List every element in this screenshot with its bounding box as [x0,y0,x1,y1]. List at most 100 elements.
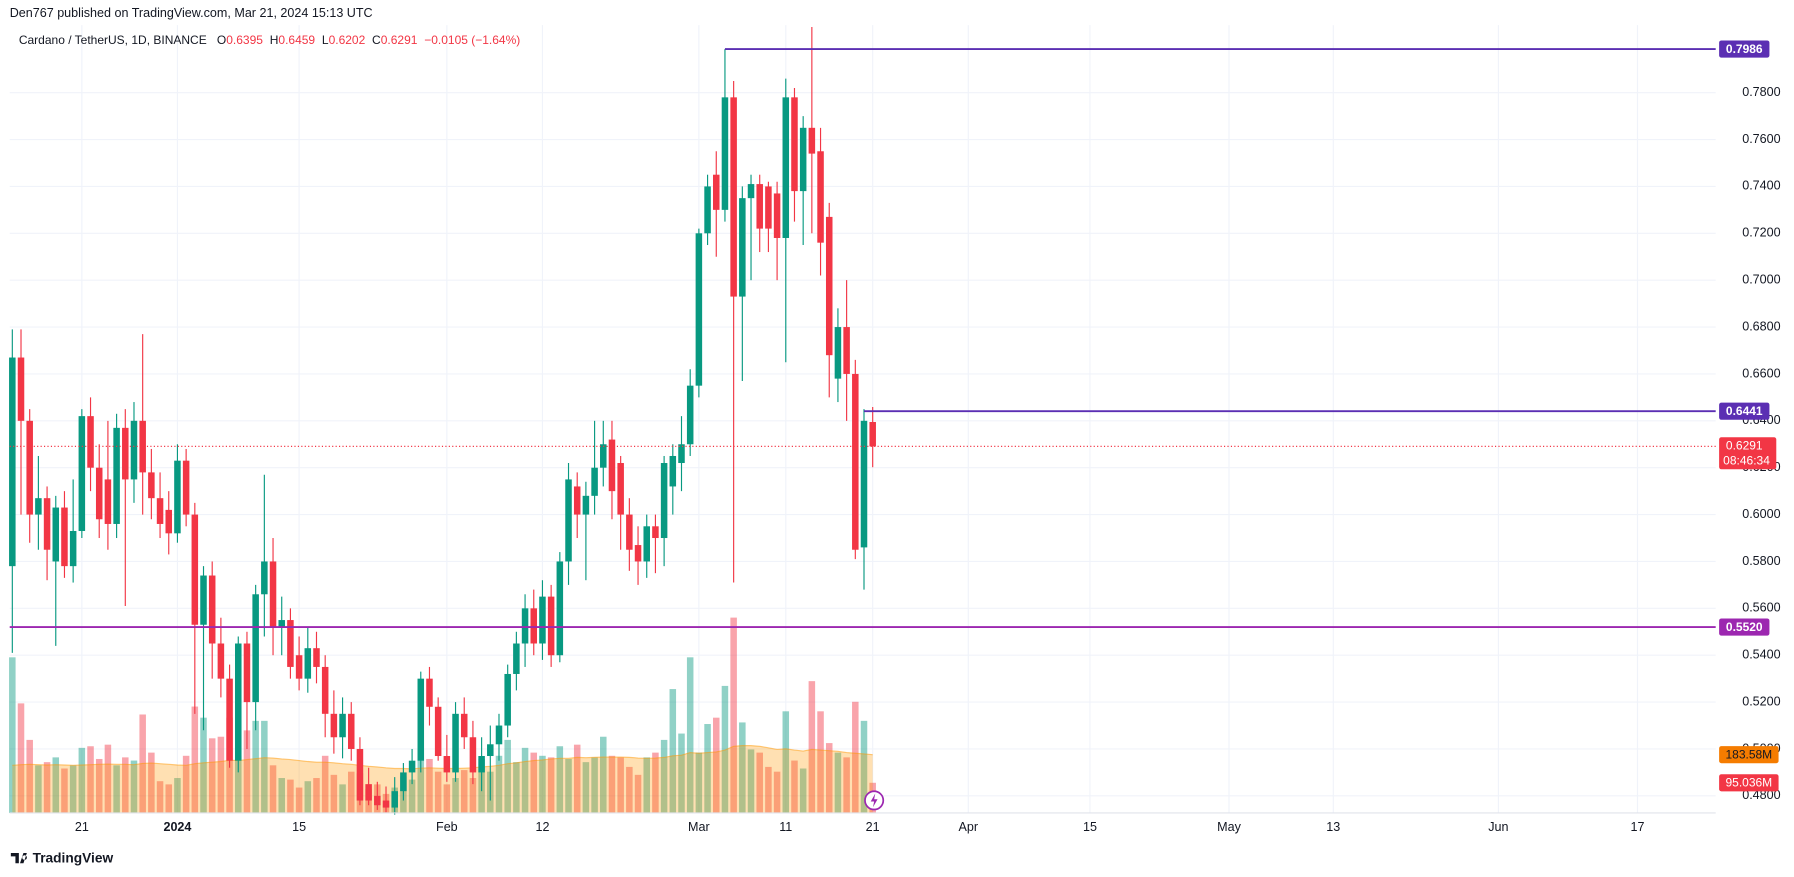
candle-body [825,216,833,356]
y-tick-label: 0.7200 [1742,226,1780,240]
candle-body [61,507,68,567]
candle-body [43,498,51,550]
volume-bar [834,752,842,813]
plot [9,27,1716,815]
volume-bar [739,722,746,813]
volume-bar [304,781,312,813]
candle-body [652,526,659,539]
volume-bar [17,703,25,813]
candle-body [139,420,146,473]
volume-bar [825,743,833,813]
volume-bar [156,781,164,813]
volume-bar [104,744,112,813]
candle-body [113,427,120,524]
volume-bar [556,746,564,813]
candle-body [95,467,103,520]
volume-bar [434,771,442,813]
legend-change: −0.0105 (−1.64%) [424,33,520,47]
candle-body [382,800,390,808]
volume-bar [860,720,868,813]
candle-body [87,416,94,468]
publisher-note: Den767 published on TradingView.com, Mar… [10,6,373,20]
volume-bar [791,760,798,813]
volume-bar [313,778,320,813]
volume-bar [295,787,303,813]
volume-bar [287,779,294,813]
volume-bar [600,736,607,813]
candle-body [165,509,173,534]
y-tick-label: 0.4800 [1742,788,1780,802]
candle-body [843,327,850,374]
volume-bar [513,762,520,813]
volume-bar [165,784,173,813]
volume-bar [634,774,642,813]
replay-icon[interactable] [864,790,885,811]
volume-bar [573,744,581,813]
candle-body [713,174,720,210]
volume-bar [417,749,425,813]
volume-bar [95,758,103,813]
candle-body [304,648,312,679]
volume-bar [252,720,259,813]
volume-bar [756,752,763,813]
x-tick-label: 21 [75,820,89,834]
candle-body [547,596,555,656]
x-tick-label: 15 [292,820,306,834]
candle-body [208,575,216,644]
volume-bar [26,739,33,813]
volume-bar [582,762,590,813]
volume-bar [347,771,355,813]
candle-body [565,479,572,562]
candle-body [521,608,529,644]
y-tick-label: 0.7000 [1742,273,1780,287]
volume-bar [35,765,42,813]
candle-body [504,673,511,726]
legend-label: O [217,33,226,47]
volume-bar [261,720,268,813]
icon-bolt [870,793,878,808]
candle-body [52,507,60,562]
volume-bar [669,689,677,813]
countdown: 08:46:34 [1723,453,1770,467]
candle-body [791,97,798,192]
volume-bar [799,768,807,813]
volume-bar [191,706,199,813]
x-tick-label: 11 [779,820,792,834]
candle-body [35,498,42,515]
volume-bar [608,755,616,813]
candle-body [156,498,164,524]
volume-bar [773,771,781,813]
legend-value: 0.6395 [226,33,263,47]
x-tick-label: 17 [1630,820,1644,834]
volume-bar [130,760,138,813]
candle-body [739,198,746,297]
volume-bar [339,784,346,813]
legend: Cardano / TetherUS, 1D, BINANCE O0.6395 … [19,33,520,47]
candle-body [817,151,824,243]
candle-body [217,643,225,679]
volume-bar [122,757,129,813]
candle-body [278,620,285,628]
candle-body [799,127,807,192]
candle-body [434,706,442,757]
legend-value: 0.6202 [329,33,366,47]
volume-label: 95.036M [1725,776,1772,790]
volume-bar [539,755,546,813]
logo-mark [10,852,27,864]
x-tick-label: 21 [866,820,880,834]
volume-bar [730,617,737,813]
volume-bar [747,749,755,813]
volume-bar [652,752,659,813]
volume-bar [61,768,68,813]
y-tick-label: 0.7400 [1742,179,1780,193]
legend-label: H [270,33,279,47]
symbol-title: Cardano / TetherUS, 1D, BINANCE [19,33,207,47]
y-tick-label: 0.7600 [1742,132,1780,146]
candle-body [582,495,590,515]
candle-body [756,184,763,229]
volume-bar [87,746,94,813]
candle-body [626,514,633,550]
level-label: 0.6441 [1726,404,1763,418]
candle-body [130,420,138,480]
volume-bar [495,755,503,813]
